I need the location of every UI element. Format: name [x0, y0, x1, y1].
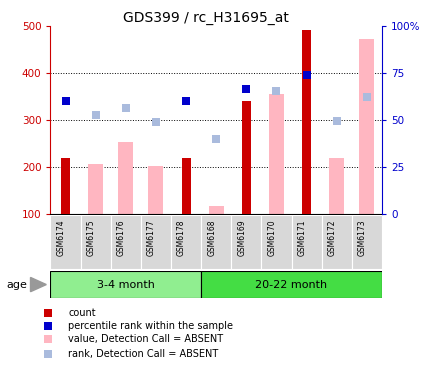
Bar: [171, 215, 201, 269]
Bar: [50, 215, 81, 269]
Bar: [118, 142, 133, 214]
Text: GSM6170: GSM6170: [267, 219, 276, 256]
Text: GSM6168: GSM6168: [207, 219, 215, 256]
Polygon shape: [31, 277, 46, 292]
Text: age: age: [7, 280, 28, 290]
Bar: [181, 157, 190, 214]
Text: value, Detection Call = ABSENT: value, Detection Call = ABSENT: [68, 335, 223, 344]
Bar: [201, 215, 231, 269]
Bar: [208, 206, 223, 214]
Bar: [241, 101, 250, 214]
Bar: [231, 215, 261, 269]
Text: GDS399 / rc_H31695_at: GDS399 / rc_H31695_at: [123, 11, 289, 25]
Bar: [261, 215, 291, 269]
Bar: [141, 215, 171, 269]
Text: GSM6169: GSM6169: [237, 219, 246, 256]
Bar: [110, 215, 141, 269]
Text: GSM6175: GSM6175: [86, 219, 95, 256]
Text: rank, Detection Call = ABSENT: rank, Detection Call = ABSENT: [68, 349, 218, 359]
Text: GSM6172: GSM6172: [327, 219, 336, 256]
Bar: [81, 215, 110, 269]
Bar: [88, 164, 103, 214]
Bar: [201, 271, 381, 298]
Text: 20-22 month: 20-22 month: [255, 280, 327, 290]
Bar: [50, 271, 201, 298]
Bar: [301, 30, 311, 214]
Bar: [351, 215, 381, 269]
Text: GSM6177: GSM6177: [147, 219, 155, 256]
Text: GSM6171: GSM6171: [297, 219, 306, 256]
Text: GSM6178: GSM6178: [177, 219, 186, 256]
Bar: [61, 157, 70, 214]
Bar: [148, 166, 163, 214]
Bar: [291, 215, 321, 269]
Bar: [321, 215, 351, 269]
Text: 3-4 month: 3-4 month: [97, 280, 155, 290]
Text: percentile rank within the sample: percentile rank within the sample: [68, 321, 233, 331]
Text: GSM6173: GSM6173: [357, 219, 366, 256]
Bar: [359, 39, 374, 214]
Bar: [268, 94, 283, 214]
Text: GSM6174: GSM6174: [57, 219, 65, 256]
Text: count: count: [68, 308, 96, 318]
Bar: [328, 157, 343, 214]
Text: GSM6176: GSM6176: [117, 219, 126, 256]
